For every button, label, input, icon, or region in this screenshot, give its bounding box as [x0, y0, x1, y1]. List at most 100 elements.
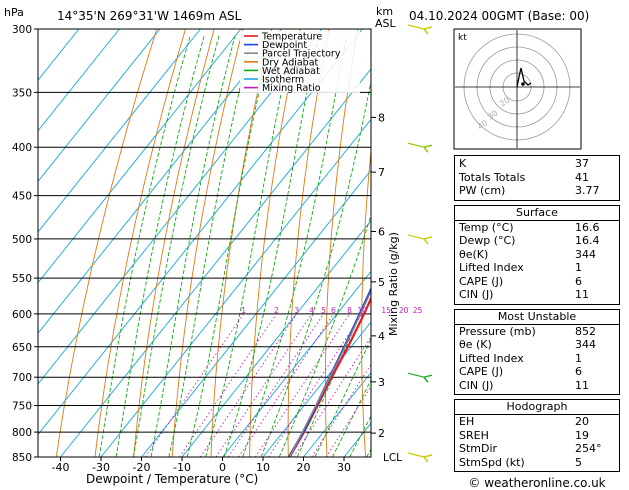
pw-value: 3.77 — [575, 184, 615, 198]
dry-adiabat-line — [431, 29, 444, 457]
most-unstable-row: Pressure (mb) 852 — [459, 325, 615, 339]
datetime-title: 04.10.2024 00GMT (Base: 00) — [409, 9, 589, 23]
surface-row-value: 11 — [575, 288, 615, 302]
mixing-ratio-label: 10 — [357, 306, 367, 315]
pressure-tick-label: 350 — [12, 87, 32, 99]
most-unstable-row: CAPE (J)6 — [459, 365, 615, 379]
most-unstable-row-value: 1 — [575, 352, 615, 366]
indices-panel: K 37 Totals Totals 41 PW (cm) 3.77 Surfa… — [454, 155, 620, 490]
copyright: © weatheronline.co.uk — [454, 476, 620, 490]
mixing-ratio-line — [179, 314, 276, 457]
lcl-label: LCL — [383, 452, 402, 464]
hodograph-param-row: SREH 19 — [459, 429, 615, 443]
surface-row-value: 1 — [575, 261, 615, 275]
hodograph-param-row-label: SREH — [459, 429, 489, 443]
indices-box: K 37 Totals Totals 41 PW (cm) 3.77 — [454, 155, 620, 201]
km-tick-label: 7 — [378, 166, 385, 179]
km-tick-label: 5 — [378, 276, 385, 289]
pressure-tick-label: 800 — [12, 427, 32, 439]
dry-adiabat-line — [172, 29, 243, 457]
wet-adiabat-line — [206, 36, 294, 457]
surface-row: Dewp (°C) 16.4 — [459, 234, 615, 248]
surface-row-label: θe(K) — [459, 248, 488, 262]
hodograph-param-row-label: StmSpd (kt) — [459, 456, 525, 470]
surface-row-label: Dewp (°C) — [459, 234, 515, 248]
wind-barb — [408, 25, 432, 34]
mixing-ratio-label: 3 — [294, 306, 299, 315]
wet-adiabat-line — [243, 36, 347, 457]
totals-totals-value: 41 — [575, 171, 615, 185]
hodograph-param-row-value: 5 — [575, 456, 615, 470]
pressure-tick-label: 450 — [12, 191, 32, 203]
most-unstable-row: Lifted Index 1 — [459, 352, 615, 366]
dry-adiabat-line — [134, 29, 215, 457]
hodograph-kt-label: kt — [458, 33, 467, 43]
mixing-ratio-line — [269, 314, 363, 457]
pressure-tick-label: 650 — [12, 342, 32, 354]
hodograph-param-row-value: 19 — [575, 429, 615, 443]
most-unstable-row-label: Lifted Index — [459, 352, 524, 366]
most-unstable-row-label: Pressure (mb) — [459, 325, 536, 339]
hodograph-param-row-label: EH — [459, 415, 474, 429]
surface-row-value: 16.4 — [575, 234, 615, 248]
pressure-tick-label: 300 — [12, 24, 32, 36]
mixing-ratio-label: 25 — [413, 306, 423, 315]
surface-row-label: CIN (J) — [459, 288, 493, 302]
totals-totals-row: Totals Totals 41 — [459, 171, 615, 185]
wind-barb — [408, 373, 432, 382]
mixing-ratio-label: 6 — [331, 306, 336, 315]
hodograph-param-row: EH 20 — [459, 415, 615, 429]
hodograph-param-row-value: 20 — [575, 415, 615, 429]
hodograph-param-row-label: StmDir — [459, 442, 497, 456]
wet-adiabat-line — [116, 36, 204, 457]
wet-adiabat-line — [224, 36, 318, 457]
surface-row-label: Temp (°C) — [459, 221, 514, 235]
most-unstable-row-label: θe (K) — [459, 338, 492, 352]
k-index-label: K — [459, 157, 466, 171]
storm-motion-marker — [521, 82, 525, 86]
surface-row: Temp (°C) 16.6 — [459, 221, 615, 235]
most-unstable-row: θe (K) 344 — [459, 338, 615, 352]
wind-barbs — [408, 25, 432, 462]
k-index-row: K 37 — [459, 157, 615, 171]
most-unstable-row: CIN (J)11 — [459, 379, 615, 393]
pw-row: PW (cm) 3.77 — [459, 184, 615, 198]
km-tick-label: 8 — [378, 111, 385, 124]
temperature-tick-label: 30 — [337, 461, 351, 474]
temperature-tick-label: -40 — [52, 461, 70, 474]
legend-label: Mixing Ratio — [262, 83, 321, 94]
isotherm-line — [0, 29, 241, 457]
pressure-tick-label: 500 — [12, 234, 32, 246]
most-unstable-row-value: 852 — [575, 325, 615, 339]
mixing-ratio-line — [239, 314, 334, 457]
surface-row-label: CAPE (J) — [459, 275, 503, 289]
most-unstable-row-label: CIN (J) — [459, 379, 493, 393]
surface-row-value: 344 — [575, 248, 615, 262]
mixing-ratio-line — [216, 314, 312, 457]
pressure-tick-label: 850 — [12, 452, 32, 464]
isotherm-line — [61, 29, 403, 457]
wind-barb — [408, 235, 432, 244]
surface-row-value: 16.6 — [575, 221, 615, 235]
km-tick-label: 6 — [378, 225, 385, 238]
mixing-ratio-label: 4 — [309, 306, 314, 315]
dry-adiabat-line — [362, 29, 387, 457]
most-unstable-title: Most Unstable — [459, 310, 615, 324]
k-index-value: 37 — [575, 157, 615, 171]
wet-adiabat-line — [169, 36, 253, 457]
pressure-tick-label: 600 — [12, 309, 32, 321]
most-unstable-row-value: 344 — [575, 338, 615, 352]
mixing-ratio-axis-title: Mixing Ratio (g/kg) — [387, 232, 400, 336]
wind-barb — [408, 143, 432, 152]
hodograph-params-title: Hodograph — [459, 400, 615, 414]
mixing-ratio-label: 20 — [399, 306, 409, 315]
mixing-ratio-line — [228, 314, 323, 457]
mixing-ratio-label: 8 — [347, 306, 352, 315]
mixing-ratio-label: 5 — [321, 306, 326, 315]
